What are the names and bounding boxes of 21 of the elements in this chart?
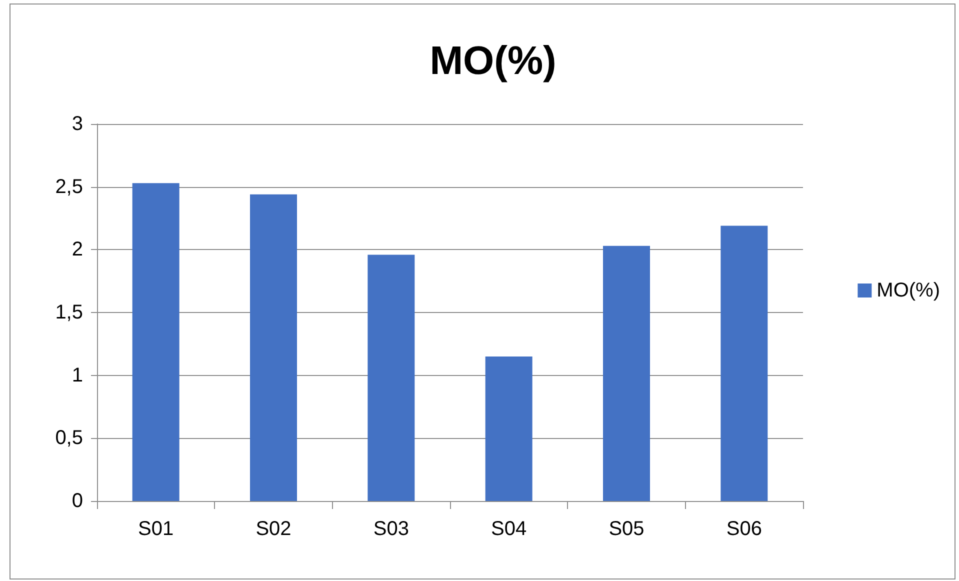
bar [368, 254, 415, 501]
bar [603, 246, 650, 501]
y-tick-label: 3 [72, 113, 83, 135]
bar [250, 194, 297, 501]
x-tick-label: S02 [256, 518, 292, 540]
x-tick-label: S03 [373, 518, 409, 540]
y-tick-label: 2 [72, 238, 83, 261]
x-tick-label: S06 [726, 518, 762, 540]
y-tick-label: 0,5 [55, 427, 83, 450]
x-tick-label: S05 [608, 518, 644, 540]
bar [132, 183, 180, 501]
bar [485, 356, 532, 501]
y-tick-label: 2,5 [55, 176, 83, 198]
y-tick-label: 1 [72, 364, 83, 386]
x-tick-label: S04 [491, 518, 527, 540]
x-tick-label: S01 [138, 518, 174, 540]
bar [720, 226, 768, 501]
legend-label: MO(%) [876, 280, 940, 302]
y-tick-label: 0 [72, 490, 83, 512]
chart-title: MO(%) [430, 39, 556, 83]
y-tick-label: 1,5 [55, 302, 83, 324]
